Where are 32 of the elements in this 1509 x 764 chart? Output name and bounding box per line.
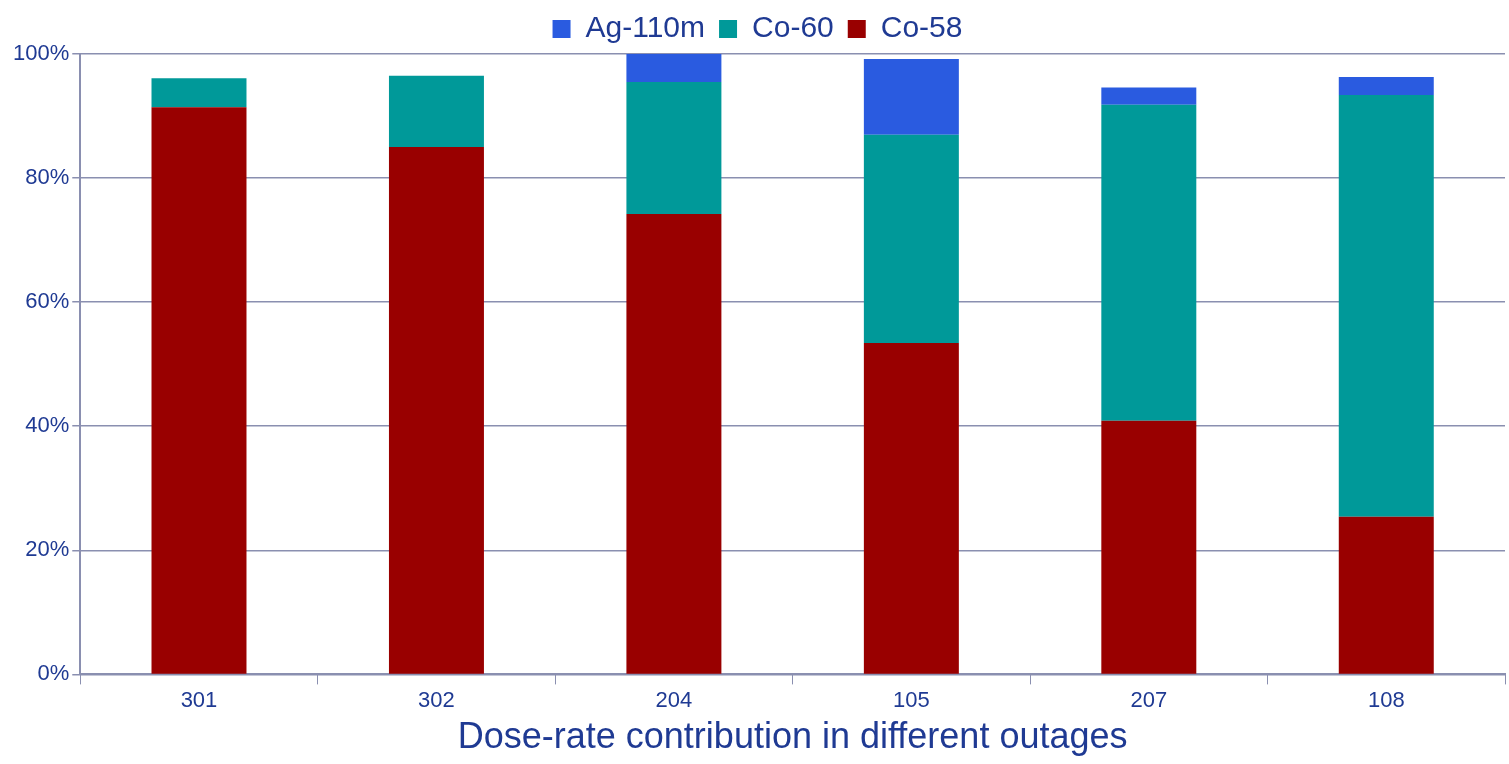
bar [626, 81, 722, 215]
bar [1101, 87, 1197, 105]
x-tick-label: 301 [180, 686, 218, 712]
x-tick-label: 108 [1367, 686, 1405, 712]
bar [863, 134, 959, 344]
x-tick-label: 207 [1130, 686, 1168, 712]
bar [626, 54, 722, 82]
bar [388, 75, 484, 148]
bar [1101, 104, 1197, 421]
bar [863, 58, 959, 135]
bar [626, 214, 722, 674]
y-tick-label: 20% [25, 536, 70, 562]
legend-label: Co-58 [880, 10, 963, 44]
y-tick-label: 100% [12, 40, 70, 66]
x-axis-title: Dose-rate contribution in different outages [457, 715, 1128, 757]
y-tick-label: 80% [25, 164, 70, 190]
bar [863, 343, 959, 674]
bar [388, 147, 484, 674]
y-tick-label: 0% [37, 660, 70, 686]
x-tick-label: 204 [655, 686, 693, 712]
legend-label: Co-60 [752, 10, 834, 44]
legend-label: Ag-110m [585, 10, 706, 44]
bar [1338, 516, 1434, 674]
bar [151, 107, 247, 674]
y-tick-label: 40% [25, 412, 70, 438]
x-tick-label: 105 [893, 686, 930, 712]
y-tick-label: 60% [25, 288, 70, 314]
bar [1338, 76, 1434, 95]
bar [1338, 94, 1434, 517]
bar [151, 78, 247, 108]
bar [1101, 420, 1197, 674]
x-tick-label: 302 [418, 686, 455, 712]
